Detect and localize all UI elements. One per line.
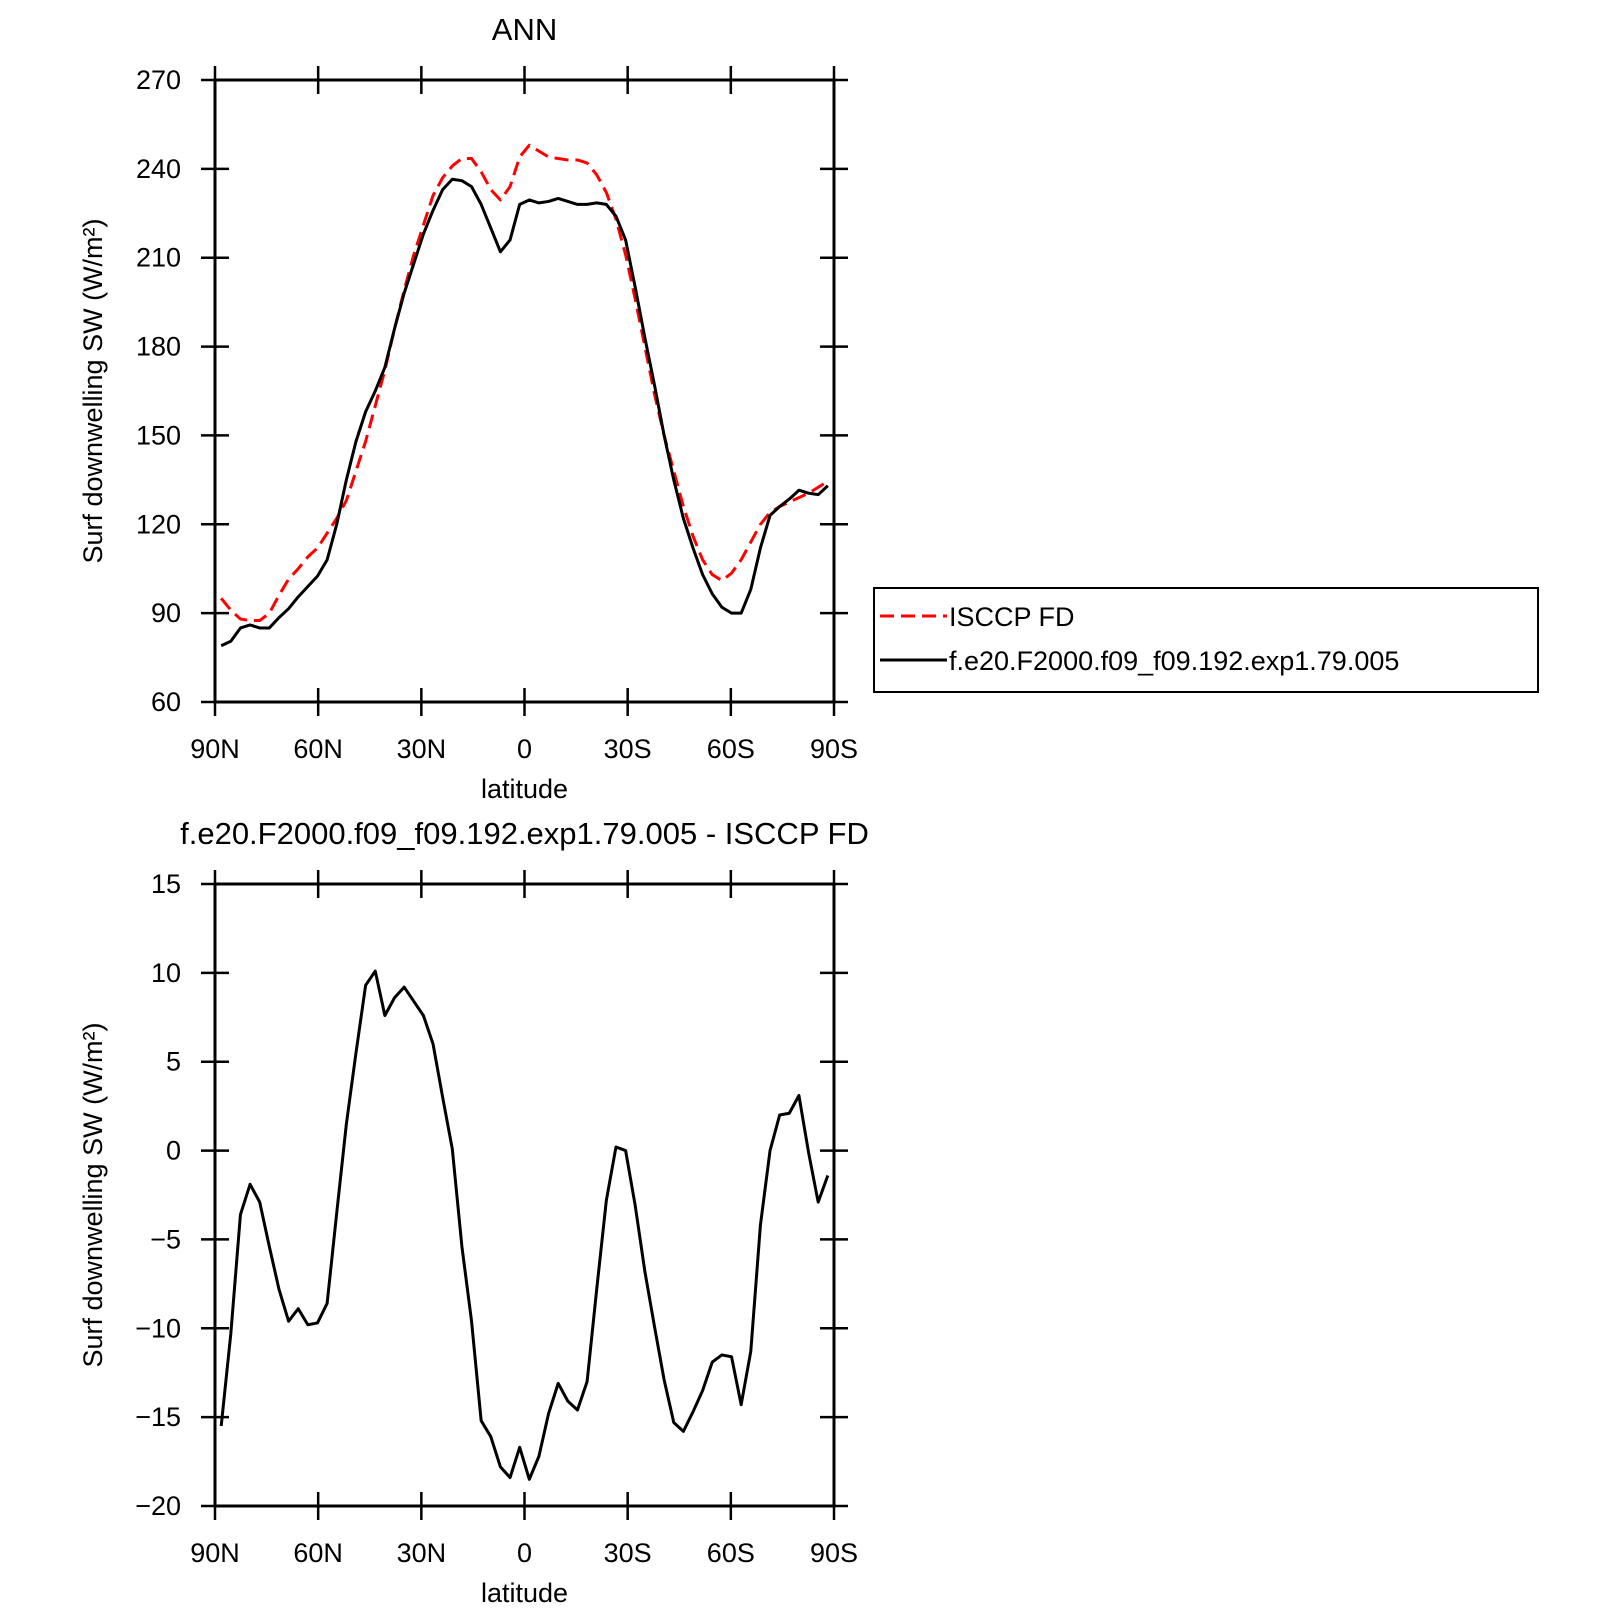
chart-title: ANN	[492, 12, 557, 47]
y-tick-label: 90	[151, 598, 181, 628]
legend-label: ISCCP FD	[949, 602, 1075, 632]
y-tick-label: −5	[150, 1224, 181, 1254]
x-tick-label: 30N	[397, 734, 447, 764]
y-tick-label: 120	[136, 509, 181, 539]
y-tick-label: 5	[166, 1047, 181, 1077]
y-tick-label: 150	[136, 420, 181, 450]
x-tick-label: 90S	[810, 734, 858, 764]
x-tick-label: 60N	[293, 1538, 343, 1568]
x-axis-title: latitude	[481, 774, 568, 804]
x-tick-label: 0	[517, 734, 532, 764]
plot-frame	[213, 882, 836, 1508]
y-tick-label: −20	[135, 1491, 181, 1521]
x-tick-label: 0	[517, 1538, 532, 1568]
x-tick-label: 30S	[604, 734, 652, 764]
y-axis-title: Surf downwelling SW (W/m²)	[78, 218, 108, 563]
y-tick-label: 210	[136, 243, 181, 273]
legend-box	[873, 587, 1539, 693]
y-tick-label: 180	[136, 332, 181, 362]
y-tick-label: −10	[135, 1313, 181, 1343]
legend: ISCCP FD f.e20.F2000.f09_f09.192.exp1.79.…	[873, 587, 1539, 693]
y-tick-label: 0	[166, 1136, 181, 1166]
data-line	[220, 177, 829, 648]
y-tick-label: 270	[136, 65, 181, 95]
y-tick-label: 240	[136, 154, 181, 184]
y-tick-label: 10	[151, 958, 181, 988]
y-tick-label: 60	[151, 687, 181, 717]
data-line	[220, 143, 829, 623]
x-tick-label: 30N	[397, 1538, 447, 1568]
x-tick-label: 90N	[190, 734, 240, 764]
plot-frame	[213, 78, 836, 704]
x-axis-title: latitude	[481, 1578, 568, 1608]
y-tick-label: −15	[135, 1402, 181, 1432]
x-tick-label: 90N	[190, 1538, 240, 1568]
x-tick-label: 60S	[707, 734, 755, 764]
x-tick-label: 60N	[293, 734, 343, 764]
x-tick-label: 30S	[604, 1538, 652, 1568]
y-tick-label: 15	[151, 869, 181, 899]
legend-label: f.e20.F2000.f09_f09.192.exp1.79.005	[949, 646, 1399, 676]
x-tick-label: 90S	[810, 1538, 858, 1568]
chart-title: f.e20.F2000.f09_f09.192.exp1.79.005 - IS…	[180, 816, 869, 851]
y-axis-title: Surf downwelling SW (W/m²)	[78, 1022, 108, 1367]
data-line	[219, 969, 830, 1481]
x-tick-label: 60S	[707, 1538, 755, 1568]
